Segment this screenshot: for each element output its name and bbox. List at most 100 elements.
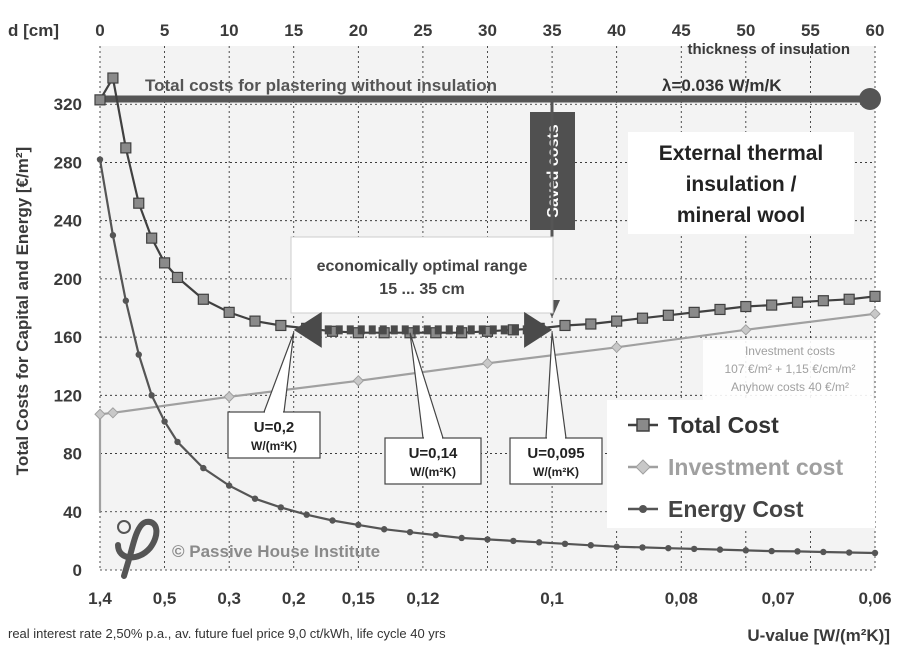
y-axis-ticks: 0 40 80 120 160 200 240 280 320	[54, 95, 82, 580]
legend-total-label: Total Cost	[668, 412, 779, 438]
bottom-tick-label: 0,1	[540, 589, 564, 608]
data-point	[251, 495, 259, 502]
y-tick-label: 160	[54, 328, 82, 347]
bottom-tick-label: 0,15	[342, 589, 375, 608]
legend-item-total: Total Cost	[628, 412, 779, 438]
data-point	[639, 544, 646, 551]
bottom-tick-label: 0,06	[858, 589, 891, 608]
u-callout-unit: W/(m²K)	[533, 465, 579, 479]
investment-line-2: 107 €/m² + 1,15 €/cm/m²	[724, 362, 855, 376]
top-tick-label: 10	[220, 21, 239, 40]
bottom-tick-label: 0,2	[282, 589, 306, 608]
y-tick-label: 320	[54, 95, 82, 114]
data-point	[817, 295, 829, 307]
lambda-label: λ=0.036 W/m/K	[662, 76, 782, 95]
data-point	[107, 407, 119, 419]
data-point	[610, 341, 623, 354]
top-tick-label: 5	[160, 21, 169, 40]
data-point	[585, 318, 597, 330]
data-point	[484, 536, 491, 543]
data-point	[148, 392, 155, 399]
data-point	[613, 543, 620, 550]
top-tick-label: 30	[478, 21, 497, 40]
data-point	[843, 293, 855, 305]
optimal-range-line-1: economically optimal range	[317, 258, 528, 275]
top-axis-label: d [cm]	[8, 21, 59, 40]
data-point	[845, 549, 853, 556]
legend-total-marker	[636, 418, 650, 432]
series-line	[98, 159, 876, 555]
data-point	[275, 319, 287, 332]
legend: Total Cost Investment cost Energy Cost	[607, 400, 875, 528]
optimal-range-box	[290, 236, 554, 314]
y-tick-label: 80	[63, 445, 82, 464]
data-point	[432, 531, 440, 539]
data-point	[249, 315, 261, 327]
data-point	[225, 482, 233, 489]
bottom-tick-label: 1,4	[88, 589, 112, 608]
top-tick-label: 45	[672, 21, 691, 40]
series-total-cost	[94, 72, 881, 339]
data-point	[161, 418, 168, 425]
bottom-tick-label: 0,5	[153, 589, 177, 608]
data-point	[714, 303, 726, 316]
top-tick-label: 50	[736, 21, 755, 40]
data-point	[481, 357, 494, 370]
y-tick-label: 0	[73, 561, 82, 580]
material-line-1: External thermal	[659, 142, 824, 165]
legend-investment-marker	[635, 459, 651, 475]
phi-logo-glyph	[115, 518, 160, 579]
data-point	[740, 300, 752, 313]
u-callout: U=0,14 W/(m²K)	[384, 332, 482, 485]
data-point	[146, 232, 158, 244]
data-point	[662, 309, 674, 321]
legend-item-investment: Investment cost	[628, 454, 843, 480]
u-callout-unit: W/(m²K)	[410, 465, 456, 479]
legend-box	[607, 400, 875, 528]
data-point	[122, 297, 130, 304]
data-point	[611, 315, 623, 327]
u-callout-unit: W/(m²K)	[251, 439, 297, 453]
optimal-range-arrow-right	[524, 311, 553, 348]
investment-line-3: Anyhow costs 40 €/m²	[731, 380, 849, 394]
y-tick-label: 120	[54, 386, 82, 405]
top-tick-label: 15	[284, 21, 303, 40]
top-axis-ticks: 0 5 10 15 20 25 30 35 40 45 50 55 60	[95, 21, 884, 40]
u-callouts: U=0,2 W/(m²K) U=0,14 W/(m²K) U=0,095 W/(m²K)	[227, 332, 603, 485]
bottom-axis-label: U-value [W/(m²K)]	[747, 626, 890, 645]
legend-item-energy: Energy Cost	[628, 496, 804, 522]
top-tick-label: 35	[543, 21, 562, 40]
u-callout-value: U=0,2	[254, 419, 294, 436]
top-tick-label: 40	[607, 21, 626, 40]
data-point	[458, 534, 465, 542]
material-line-3: mineral wool	[677, 204, 805, 227]
bottom-axis-ticks: 1,4 0,5 0,3 0,2 0,15 0,12 0,1 0,08 0,07 0,06	[88, 589, 891, 608]
data-point	[107, 72, 119, 84]
material-line-2: insulation /	[686, 173, 797, 196]
u-callout-value: U=0,095	[527, 445, 584, 462]
data-point	[559, 319, 571, 332]
data-point	[869, 308, 881, 320]
data-point	[303, 511, 310, 518]
investment-line-1: Investment costs	[745, 344, 835, 358]
data-point	[820, 548, 827, 556]
phi-logo-ring	[117, 520, 131, 534]
top-tick-label: 20	[349, 21, 368, 40]
bottom-tick-label: 0,07	[762, 589, 795, 608]
u-callout-box	[227, 411, 321, 459]
bottom-tick-label: 0,3	[217, 589, 241, 608]
data-point	[791, 296, 804, 308]
series-energy-cost	[96, 156, 879, 557]
data-point	[171, 271, 184, 284]
top-tick-label: 0	[95, 21, 104, 40]
data-point	[740, 324, 752, 336]
data-point	[716, 546, 724, 553]
data-point	[768, 547, 775, 555]
y-axis-label: Total Costs for Capital and Energy [€/m²…	[13, 147, 32, 475]
data-point	[688, 306, 700, 318]
footnote: real interest rate 2,50% p.a., av. futur…	[8, 626, 446, 641]
series-investment-cost	[94, 308, 881, 512]
top-tick-label: 55	[801, 21, 820, 40]
data-point	[277, 504, 285, 511]
